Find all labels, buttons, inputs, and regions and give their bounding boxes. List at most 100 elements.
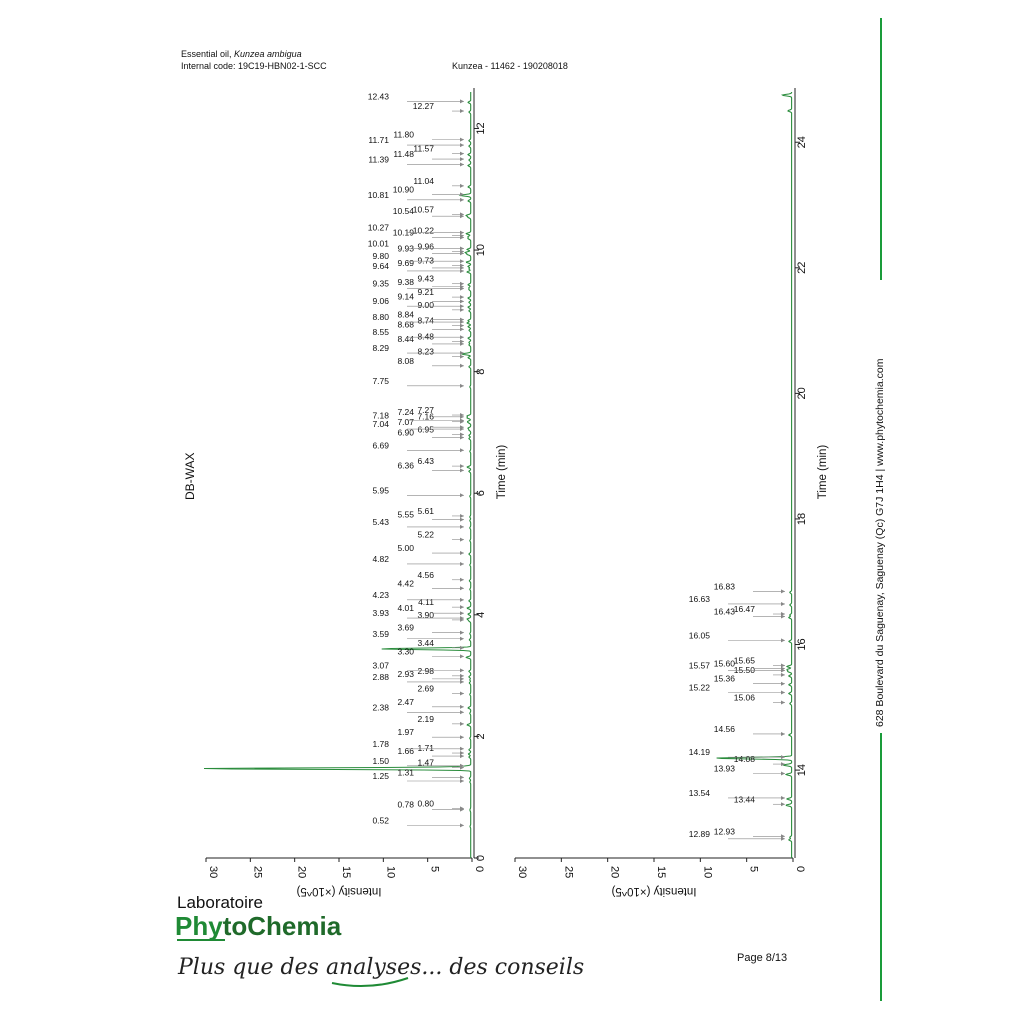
peak-label: 9.21 — [417, 287, 434, 297]
peak-arrowhead — [781, 690, 785, 695]
chromatogram-trace — [203, 92, 472, 858]
logo-ph: Ph — [175, 911, 209, 941]
peak-arrowhead — [460, 137, 464, 142]
intensity-tick-label: 25 — [562, 866, 574, 878]
peak-arrowhead — [460, 746, 464, 751]
peak-label: 7.16 — [417, 412, 434, 422]
peak-label: 11.04 — [413, 176, 434, 186]
peak-arrowhead — [460, 435, 464, 440]
peak-label: 1.31 — [397, 767, 414, 777]
peak-arrowhead — [460, 197, 464, 202]
peak-label: 5.95 — [372, 485, 389, 495]
peak-arrowhead — [460, 233, 464, 238]
peak-arrowhead — [460, 418, 464, 423]
peak-label: 2.19 — [417, 714, 434, 724]
peak-label: 2.93 — [397, 669, 414, 679]
peak-label: 1.97 — [397, 727, 414, 737]
peak-label: 8.55 — [372, 327, 389, 337]
peak-arrowhead — [460, 339, 464, 344]
peak-label: 9.43 — [417, 274, 434, 284]
peak-arrowhead — [781, 614, 785, 619]
peak-arrowhead — [460, 551, 464, 556]
peak-arrowhead — [460, 295, 464, 300]
peak-label: 2.88 — [372, 672, 389, 682]
peak-arrowhead — [460, 654, 464, 659]
time-tick-label: 14 — [796, 764, 808, 776]
peak-arrowhead — [460, 263, 464, 268]
peak-arrowhead — [460, 586, 464, 591]
peak-label: 13.44 — [734, 794, 756, 804]
peak-arrowhead — [460, 721, 464, 726]
peak-label: 10.81 — [368, 190, 390, 200]
time-tick-label: 16 — [796, 638, 808, 650]
peak-arrowhead — [460, 710, 464, 715]
peak-arrowhead — [460, 317, 464, 322]
run-id: Kunzea - 11462 - 190208018 — [452, 61, 568, 71]
peak-label: 10.22 — [413, 226, 435, 236]
peak-label: 16.05 — [689, 630, 711, 640]
peak-label: 15.22 — [689, 682, 711, 692]
peak-arrowhead — [781, 681, 785, 686]
time-tick-label: 2 — [475, 733, 487, 739]
peak-label: 13.93 — [714, 763, 736, 773]
peak-label: 15.60 — [714, 659, 736, 669]
peak-arrowhead — [781, 612, 785, 617]
peak-arrowhead — [460, 468, 464, 473]
peak-arrowhead — [460, 327, 464, 332]
peak-arrowhead — [460, 183, 464, 188]
intensity-tick-label: 20 — [296, 866, 308, 878]
peak-label: 3.69 — [397, 623, 414, 633]
peak-label: 14.56 — [714, 724, 736, 734]
logo-underline — [177, 939, 225, 941]
time-tick-label: 10 — [475, 244, 487, 256]
intensity-tick-label: 30 — [207, 866, 219, 878]
peak-label: 3.44 — [417, 638, 434, 648]
peak-label: 2.69 — [417, 683, 434, 693]
peak-label: 15.50 — [734, 665, 756, 675]
peak-label: 15.65 — [734, 656, 756, 666]
peak-arrowhead — [781, 589, 785, 594]
peak-arrowhead — [781, 795, 785, 800]
peak-label: 2.38 — [372, 702, 389, 712]
peak-arrowhead — [460, 363, 464, 368]
peak-label: 5.43 — [372, 517, 389, 527]
peak-label: 5.55 — [397, 510, 414, 520]
peak-arrowhead — [460, 157, 464, 162]
peak-label: 6.69 — [372, 440, 389, 450]
peak-arrowhead — [781, 802, 785, 807]
peak-label: 16.83 — [714, 581, 736, 591]
time-tick-label: 0 — [475, 855, 487, 861]
peak-arrowhead — [460, 823, 464, 828]
peak-arrowhead — [460, 704, 464, 709]
peak-label: 9.14 — [397, 291, 414, 301]
peak-label: 1.71 — [417, 743, 434, 753]
side-accent-line-bottom — [880, 733, 882, 1001]
peak-label: 10.57 — [413, 204, 435, 214]
peak-arrowhead — [460, 162, 464, 167]
peak-arrowhead — [460, 668, 464, 673]
peak-arrowhead — [460, 284, 464, 289]
peak-label: 4.23 — [372, 590, 389, 600]
peak-arrowhead — [460, 561, 464, 566]
peak-arrowhead — [460, 513, 464, 518]
peak-arrowhead — [781, 672, 785, 677]
chromatogram-trace — [716, 92, 793, 858]
internal-code: Internal code: 19C19-HBN02-1-SCC — [181, 61, 327, 71]
peak-label: 13.54 — [689, 788, 711, 798]
peak-arrowhead — [460, 448, 464, 453]
peak-arrowhead — [460, 806, 464, 811]
peak-label: 4.11 — [418, 597, 434, 607]
peak-arrowhead — [781, 836, 785, 841]
peak-arrowhead — [460, 299, 464, 304]
peak-arrowhead — [460, 351, 464, 356]
intensity-tick-label: 15 — [340, 866, 352, 878]
peak-label: 10.90 — [393, 184, 415, 194]
peak-arrowhead — [460, 268, 464, 273]
peak-label: 0.52 — [372, 815, 389, 825]
peak-arrowhead — [460, 775, 464, 780]
peak-label: 6.36 — [397, 460, 414, 470]
peak-label: 9.93 — [397, 243, 414, 253]
peak-label: 5.61 — [417, 506, 434, 516]
peak-label: 3.90 — [417, 610, 434, 620]
